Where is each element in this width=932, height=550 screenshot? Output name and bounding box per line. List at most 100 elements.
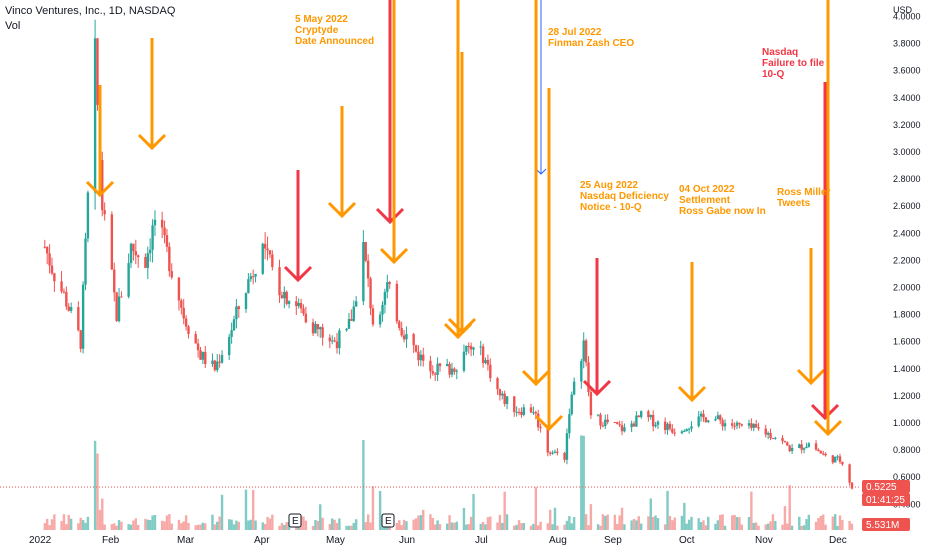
volume-bar [43, 523, 46, 530]
candle [151, 219, 154, 263]
candle [565, 428, 569, 465]
candle [266, 236, 269, 261]
candle [635, 411, 638, 427]
candle [836, 454, 839, 461]
candle [429, 355, 432, 379]
volume-bar [503, 491, 506, 530]
volume-bar [366, 514, 370, 530]
candle [137, 254, 140, 268]
volume-bar [232, 524, 236, 530]
volume-bar [481, 521, 485, 530]
volume-bar [302, 516, 305, 530]
candle [668, 420, 672, 431]
candle [177, 277, 181, 311]
volume-bar [86, 516, 90, 530]
candle [378, 311, 382, 328]
candle [654, 422, 657, 428]
candle [489, 358, 492, 382]
annotation-text: 25 Aug 2022 Nasdaq Deficiency Notice - 10-… [580, 180, 669, 213]
x-tick-label: Jul [475, 535, 488, 546]
volume-bar [249, 519, 252, 530]
volume-bar [716, 520, 720, 530]
y-tick-label: 3.2000 [893, 120, 921, 130]
volume-bar [98, 509, 102, 530]
volume-bar [838, 515, 842, 530]
candle [548, 451, 552, 456]
volume-bar [680, 515, 684, 530]
candle [704, 416, 708, 424]
volume-bar [465, 524, 468, 530]
candle [520, 407, 523, 418]
volume-bar [163, 521, 166, 530]
volume-bar [347, 525, 351, 530]
candle [244, 292, 248, 313]
volume-bar [769, 521, 772, 530]
candle [671, 424, 674, 434]
volume-bar [146, 519, 149, 530]
candle [146, 246, 149, 280]
candle [53, 272, 56, 293]
candle [160, 211, 164, 239]
volume-bar [371, 486, 375, 530]
candle [834, 456, 837, 463]
volume-bar [434, 524, 437, 530]
volume-bar [220, 494, 224, 530]
candle [599, 412, 602, 430]
annotation-arrows [85, 0, 843, 437]
annotation-texts: 5 May 2022 Cryptyde Date Announced 28 Jul 2… [295, 14, 830, 217]
candle [297, 298, 300, 309]
volume-bar [237, 521, 241, 530]
earnings-marker-2-label: E [385, 516, 392, 527]
candle [196, 338, 200, 358]
candle [153, 210, 157, 236]
candle [656, 420, 660, 430]
earnings-marker-1-label: E [292, 516, 299, 527]
volume-bar [350, 525, 353, 530]
candle [445, 358, 449, 367]
last-price-badge [862, 480, 910, 493]
candle [754, 419, 758, 428]
volume-bar [50, 519, 54, 530]
volume-bar [723, 525, 727, 530]
volume-bar [261, 522, 264, 530]
candle [331, 335, 334, 345]
volume-bar [786, 523, 789, 530]
candle [673, 428, 676, 437]
candle [201, 351, 205, 365]
candle [79, 329, 82, 353]
volume-bar [321, 517, 324, 530]
volume-bar [623, 524, 626, 530]
candle [187, 325, 190, 339]
volume-bar [472, 494, 475, 530]
volume-bar [335, 523, 339, 530]
candle [254, 273, 257, 283]
candle [67, 303, 70, 312]
volume-bar [707, 516, 710, 530]
candle [280, 291, 284, 299]
annotation-text: 28 Jul 2022 Finman Zash CEO [548, 27, 634, 49]
candle [738, 422, 741, 429]
volume-bar [834, 514, 837, 530]
candle [271, 250, 274, 271]
volume-bar [563, 524, 566, 530]
volume-bar [216, 521, 219, 530]
volume-bar [807, 514, 811, 530]
candle [287, 300, 291, 309]
volume-bar [666, 490, 669, 530]
candle [438, 362, 442, 372]
volume-bar [848, 521, 851, 530]
volume-bar [513, 525, 516, 530]
candle [757, 422, 760, 431]
candle [366, 254, 370, 287]
volume-bar [486, 517, 490, 530]
candle [350, 309, 353, 321]
volume-bar [721, 514, 724, 530]
candle [532, 406, 535, 415]
candle [683, 429, 686, 433]
volume-bar [103, 524, 106, 530]
volume-bar [117, 520, 121, 530]
volume-bar [144, 518, 147, 530]
candle [764, 424, 767, 438]
candle [304, 306, 308, 324]
